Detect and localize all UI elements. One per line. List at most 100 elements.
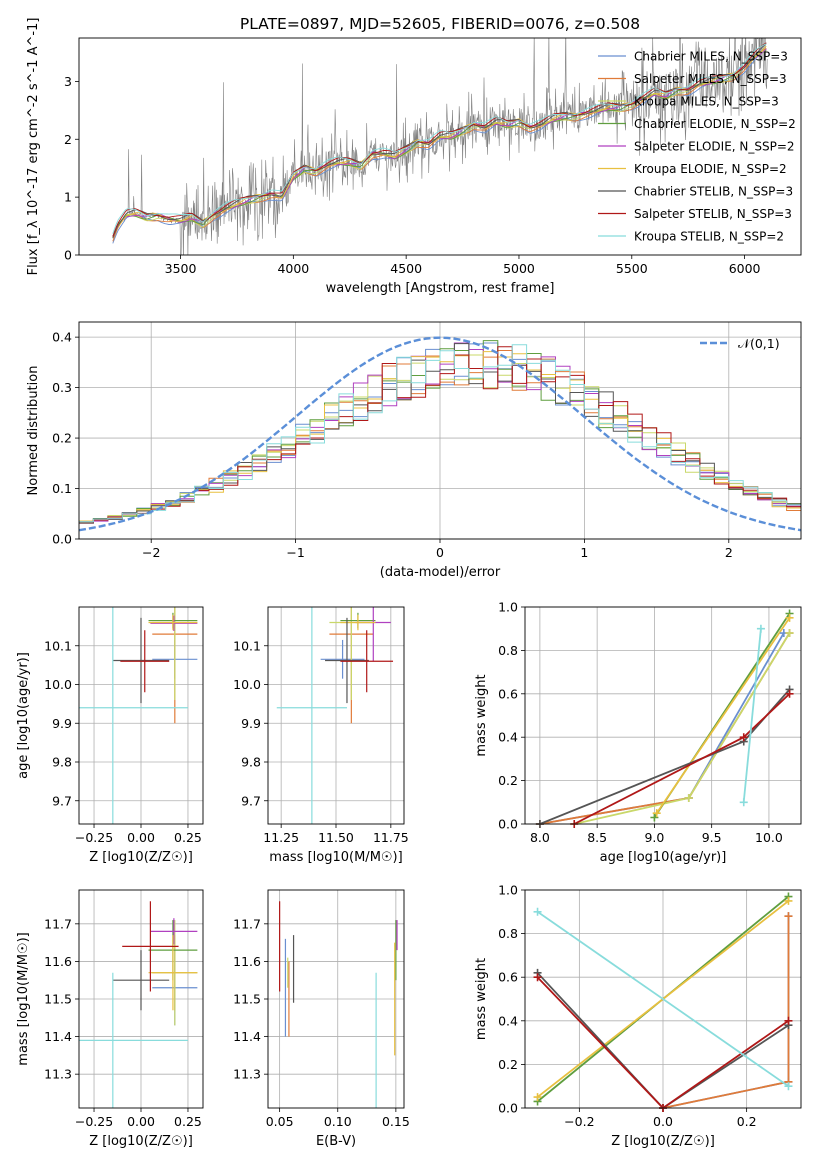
x-axis-label: mass [log10(M/M☉)] xyxy=(269,850,402,865)
x-tick-label: −2 xyxy=(142,545,160,560)
y-tick-label: 10.1 xyxy=(233,638,261,653)
y-tick-label: 11.7 xyxy=(44,916,72,931)
x-tick-label: 4000 xyxy=(277,261,309,276)
figure-title: PLATE=0897, MJD=52605, FIBERID=0076, z=0… xyxy=(240,15,640,33)
legend: 𝒩(0,1) xyxy=(700,336,780,351)
x-tick-label: 11.75 xyxy=(373,830,409,845)
y-tick-label: 10.0 xyxy=(233,677,261,692)
x-tick-label: 0.0 xyxy=(653,1114,673,1129)
y-tick-label: 11.4 xyxy=(44,1029,72,1044)
y-tick-label: 10.0 xyxy=(44,677,72,692)
x-tick-label: 0.05 xyxy=(266,1114,294,1129)
weight-marker-salpeter_stelib xyxy=(739,733,748,742)
x-tick-label: 5000 xyxy=(503,261,535,276)
legend: Chabrier MILES, N_SSP=3 Salpeter MILES, N… xyxy=(598,50,796,244)
x-tick-label: 0.2 xyxy=(737,1114,757,1129)
spectrum-data-line xyxy=(112,38,768,255)
y-tick-label: 9.8 xyxy=(241,755,261,770)
x-tick-label: 8.5 xyxy=(587,830,607,845)
y-tick-label: 0.1 xyxy=(52,481,72,496)
weight-marker-kroupa_miles xyxy=(785,629,794,638)
x-tick-label: 8.0 xyxy=(530,830,550,845)
x-axis-label: E(B-V) xyxy=(316,1134,356,1149)
axes-frame xyxy=(524,889,802,1109)
y-tick-label: 11.7 xyxy=(233,916,261,931)
y-tick-label: 0.2 xyxy=(498,1057,518,1072)
x-tick-label: 4500 xyxy=(390,261,422,276)
weight-marker-salpeter_stelib xyxy=(784,1016,793,1025)
legend-label: Chabrier STELIB, N_SSP=3 xyxy=(634,185,793,199)
chart-mass_vs_Z: −0.25 0.00 0.25 11.3 11.4 11.5 11.6 11.7 Z [log1… xyxy=(16,889,204,1149)
x-tick-label: 6000 xyxy=(729,261,761,276)
plot-area xyxy=(279,901,398,1108)
y-axis-label: mass weight xyxy=(474,674,489,756)
y-tick-label: 3 xyxy=(64,74,72,89)
y-tick-label: 10.1 xyxy=(44,638,72,653)
x-tick-label: 10.0 xyxy=(755,830,783,845)
y-tick-label: 0.2 xyxy=(498,773,518,788)
y-tick-label: 0 xyxy=(64,248,72,263)
x-tick-label: 0.15 xyxy=(382,1114,410,1129)
legend-label: Kroupa ELODIE, N_SSP=2 xyxy=(634,162,787,176)
chart-mass_vs_ebv: 0.05 0.10 0.15 11.3 11.4 11.5 11.6 11.7 E(B-V) xyxy=(233,889,410,1149)
y-axis-label: mass [log10(M/M☉)] xyxy=(16,932,31,1065)
weight-line-kroupa_elodie xyxy=(655,617,791,814)
x-tick-label: 0.00 xyxy=(127,830,155,845)
y-axis-label: mass weight xyxy=(474,958,489,1040)
residual-hist-salpeter_stelib xyxy=(79,346,801,523)
y-tick-label: 0.8 xyxy=(498,643,518,658)
plot-area xyxy=(79,607,198,824)
legend-label: Salpeter STELIB, N_SSP=3 xyxy=(634,207,792,221)
legend-label: 𝒩(0,1) xyxy=(738,336,780,351)
y-tick-label: 11.5 xyxy=(233,992,261,1007)
weight-marker-kroupa_elodie xyxy=(533,1093,542,1102)
weight-marker-kroupa_stelib xyxy=(756,624,765,633)
y-tick-label: 0.4 xyxy=(498,730,518,745)
x-tick-label: 0.25 xyxy=(174,1114,202,1129)
y-tick-label: 9.9 xyxy=(241,716,261,731)
x-tick-label: 11.50 xyxy=(318,830,354,845)
weight-marker-kroupa_stelib xyxy=(533,907,542,916)
axes-frame xyxy=(78,321,802,540)
x-tick-label: −0.25 xyxy=(75,1114,113,1129)
x-tick-label: 9.5 xyxy=(702,830,722,845)
y-tick-label: 1.0 xyxy=(498,600,518,615)
weight-marker-kroupa_elodie xyxy=(785,613,794,622)
y-tick-label: 0.4 xyxy=(498,1013,518,1028)
x-tick-label: −0.2 xyxy=(564,1114,594,1129)
chart-age_vs_Z: −0.25 0.00 0.25 9.7 9.8 9.9 10.0 10.1 Z [log10(Z… xyxy=(16,606,204,865)
axes-frame xyxy=(267,606,405,825)
y-tick-label: 11.6 xyxy=(233,954,261,969)
y-tick-label: 11.5 xyxy=(44,992,72,1007)
model-line-chabrier_stelib xyxy=(112,43,767,239)
x-tick-label: 2 xyxy=(725,545,733,560)
plot-area xyxy=(539,613,791,824)
model-line-kroupa_stelib xyxy=(112,43,767,234)
plot-area xyxy=(112,38,768,255)
x-axis-label: wavelength [Angstrom, rest frame] xyxy=(326,281,555,296)
plot-area xyxy=(79,336,801,532)
weight-line-salpeter_stelib xyxy=(573,693,791,824)
weight-line-chabrier_miles xyxy=(539,632,785,824)
y-tick-label: 11.6 xyxy=(44,954,72,969)
y-tick-label: 1 xyxy=(64,190,72,205)
y-tick-label: 11.3 xyxy=(44,1067,72,1082)
y-tick-label: 1.0 xyxy=(498,883,518,898)
y-tick-label: 0.0 xyxy=(52,532,72,547)
normal-curve xyxy=(79,336,801,532)
x-axis-label: Z [log10(Z/Z☉)] xyxy=(89,850,193,865)
x-tick-label: 5500 xyxy=(616,261,648,276)
weight-marker-kroupa_elodie xyxy=(784,896,793,905)
legend-label: Kroupa STELIB, N_SSP=2 xyxy=(634,230,784,244)
x-axis-label: Z [log10(Z/Z☉)] xyxy=(611,1134,715,1149)
axes-frame xyxy=(78,606,204,825)
plot-area xyxy=(536,895,790,1108)
legend-label: Kroupa MILES, N_SSP=3 xyxy=(634,95,779,109)
x-tick-label: 9.0 xyxy=(644,830,664,845)
y-axis-label: Normed distribution xyxy=(26,366,41,496)
y-axis-label: Flux [f_λ 10^-17 erg cm^-2 s^-1 A^-1] xyxy=(26,18,41,276)
y-tick-label: 0.2 xyxy=(52,431,72,446)
chart-residuals: −2 −1 0 1 2 0.0 0.1 0.2 0.3 0.4 (data-model)/error… xyxy=(26,321,802,580)
legend-label: Salpeter ELODIE, N_SSP=2 xyxy=(634,140,795,154)
